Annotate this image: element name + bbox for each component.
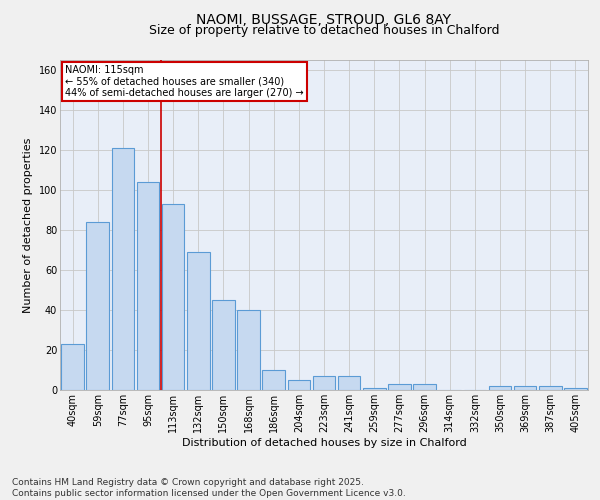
Bar	[363, 388, 386, 390]
Text: Size of property relative to detached houses in Chalford: Size of property relative to detached ho…	[149, 24, 499, 37]
X-axis label: Distribution of detached houses by size in Chalford: Distribution of detached houses by size …	[182, 438, 466, 448]
Bar	[112, 148, 134, 390]
Bar	[287, 380, 310, 390]
Bar	[162, 204, 184, 390]
Bar	[86, 222, 109, 390]
Bar	[237, 310, 260, 390]
Bar	[212, 300, 235, 390]
Text: NAOMI, BUSSAGE, STROUD, GL6 8AY: NAOMI, BUSSAGE, STROUD, GL6 8AY	[197, 12, 452, 26]
Bar	[514, 386, 536, 390]
Bar	[61, 344, 84, 390]
Bar	[262, 370, 285, 390]
Text: NAOMI: 115sqm
← 55% of detached houses are smaller (340)
44% of semi-detached ho: NAOMI: 115sqm ← 55% of detached houses a…	[65, 65, 304, 98]
Bar	[187, 252, 209, 390]
Y-axis label: Number of detached properties: Number of detached properties	[23, 138, 33, 312]
Bar	[137, 182, 160, 390]
Bar	[564, 388, 587, 390]
Bar	[539, 386, 562, 390]
Bar	[488, 386, 511, 390]
Text: Contains HM Land Registry data © Crown copyright and database right 2025.
Contai: Contains HM Land Registry data © Crown c…	[12, 478, 406, 498]
Bar	[413, 384, 436, 390]
Bar	[338, 376, 361, 390]
Bar	[388, 384, 411, 390]
Bar	[313, 376, 335, 390]
